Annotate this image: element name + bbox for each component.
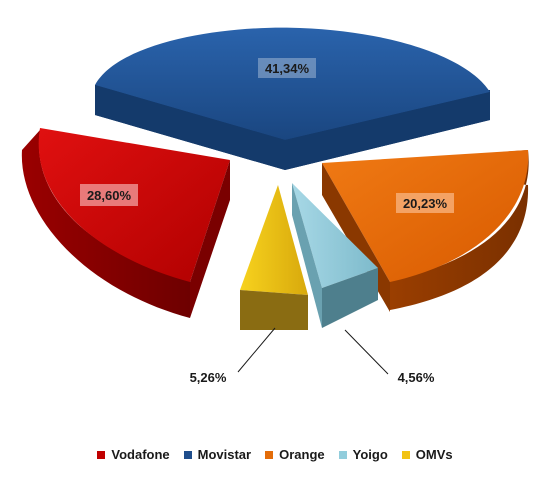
data-label-omvs: 5,26% (190, 370, 227, 385)
leader-line-omvs (237, 327, 276, 373)
svg-text:20,23%: 20,23% (403, 196, 448, 211)
legend: Vodafone Movistar Orange Yoigo OMVs (0, 447, 550, 462)
slice-omvs (240, 185, 308, 330)
legend-swatch-orange (265, 450, 274, 459)
leader-line-yoigo (344, 329, 389, 375)
legend-swatch-vodafone (97, 450, 106, 459)
legend-label-yoigo: Yoigo (352, 447, 388, 462)
legend-swatch-omvs (401, 450, 410, 459)
legend-item-omvs: OMVs (401, 447, 453, 462)
legend-label-vodafone: Vodafone (111, 447, 170, 462)
slice-movistar (95, 27, 490, 170)
slice-yoigo (292, 183, 378, 328)
data-label-yoigo: 4,56% (398, 370, 435, 385)
data-label-orange: 20,23% (396, 193, 454, 213)
legend-swatch-movistar (183, 450, 192, 459)
legend-label-omvs: OMVs (415, 447, 453, 462)
data-label-movistar: 41,34% (258, 58, 316, 78)
svg-text:28,60%: 28,60% (87, 188, 132, 203)
slice-vodafone (21, 128, 230, 318)
legend-item-orange: Orange (265, 447, 325, 462)
legend-item-vodafone: Vodafone (97, 447, 170, 462)
data-label-vodafone: 28,60% (80, 184, 138, 206)
legend-item-movistar: Movistar (183, 447, 252, 462)
legend-label-orange: Orange (279, 447, 325, 462)
legend-label-movistar: Movistar (197, 447, 252, 462)
legend-item-yoigo: Yoigo (338, 447, 388, 462)
svg-text:41,34%: 41,34% (265, 61, 310, 76)
legend-swatch-yoigo (338, 450, 347, 459)
